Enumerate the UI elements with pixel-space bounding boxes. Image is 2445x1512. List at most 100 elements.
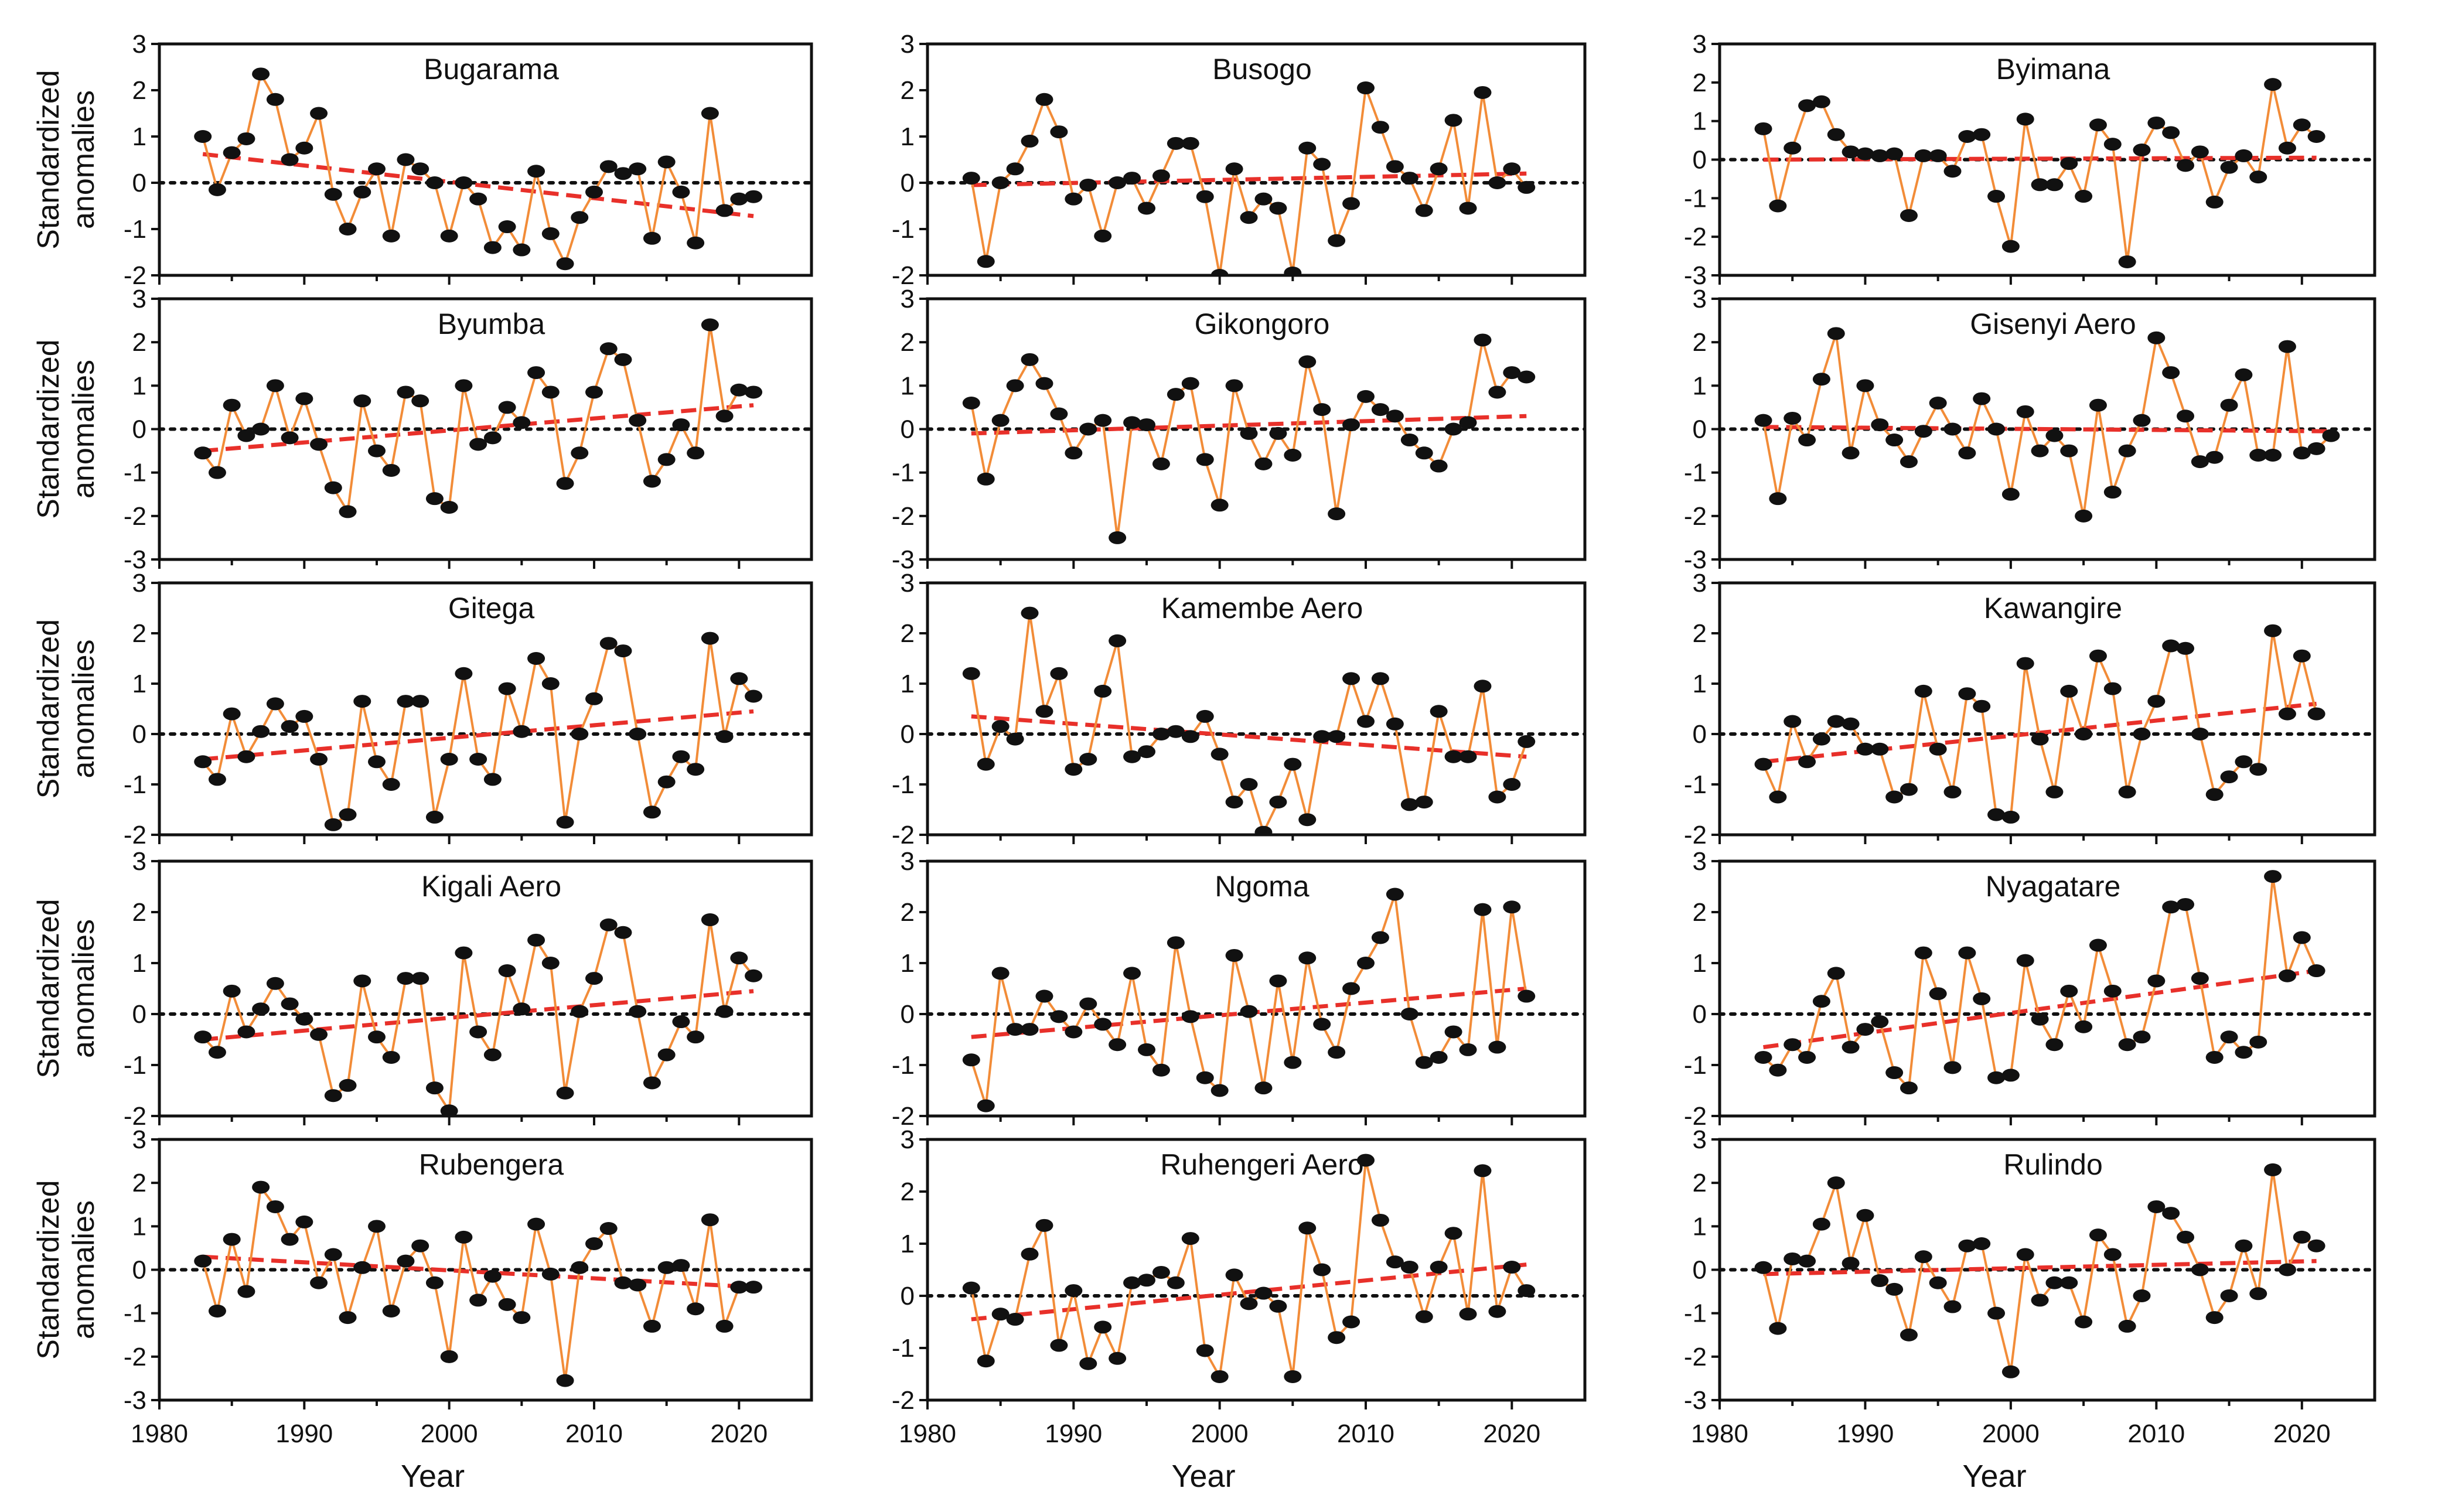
panel-4-point-1983 <box>962 397 980 409</box>
panel-1-trend-line <box>971 171 1527 187</box>
panel-5-ytick-label: 0 <box>1693 415 1707 444</box>
panel-2-ytick-label: 2 <box>1693 69 1707 97</box>
panel-9-point-2014 <box>643 1076 661 1090</box>
panel-7-point-2010 <box>1357 715 1375 728</box>
panel-5-point-1984 <box>1769 492 1787 506</box>
panel-6-point-1998 <box>411 695 429 708</box>
panel-2-point-1991 <box>1871 149 1889 162</box>
panel-10-point-2015 <box>1430 1050 1448 1064</box>
panel-3-point-2020 <box>730 383 748 397</box>
panel-12-y-axis-title-line1: Standardized <box>32 1180 66 1359</box>
panel-2-point-2021 <box>2307 130 2325 143</box>
panel-5-point-2018 <box>2264 449 2282 462</box>
panel-6-point-2013 <box>629 728 647 740</box>
panel-4-trend-line <box>971 414 1527 436</box>
panel-11-point-2014 <box>2205 1050 2224 1064</box>
panel-14-point-2012 <box>2177 1230 2195 1244</box>
panel-10-ytick-label: -1 <box>892 1051 915 1080</box>
panel-11-point-2020 <box>2293 931 2311 944</box>
panel-kamembe-aero: -2 -1 0 1 2 3 Kamembe Aero <box>892 569 1587 849</box>
panel-14-point-1992 <box>1885 1282 1904 1296</box>
panel-8-point-2017 <box>2249 763 2267 776</box>
panel-3-point-2016 <box>672 418 690 432</box>
panel-8-ytick-label: 1 <box>1693 670 1707 698</box>
panel-5-point-1997 <box>1958 446 1976 460</box>
panel-14-point-2011 <box>2162 1207 2180 1220</box>
panel-5-point-1989 <box>1842 446 1860 460</box>
panel-11-point-2012 <box>2177 897 2195 911</box>
panel-1-point-1988 <box>1035 93 1053 106</box>
panel-8-point-1988 <box>1827 715 1845 728</box>
panel-0-point-1986 <box>237 132 255 145</box>
panel-2-point-1998 <box>1973 128 1991 141</box>
panel-2-point-1985 <box>1784 141 1802 155</box>
panel-10-ytick-label: 2 <box>901 898 915 927</box>
panel-9-ytick-label: -2 <box>124 1102 146 1131</box>
panel-7-point-1987 <box>1021 606 1039 620</box>
panel-5-point-2012 <box>2177 409 2195 423</box>
panel-11-point-2008 <box>2118 1038 2136 1052</box>
panel-6-point-2006 <box>527 652 545 665</box>
panel-0-point-1995 <box>368 162 386 176</box>
panel-3-point-1995 <box>368 444 386 458</box>
panel-8-point-2021 <box>2307 707 2325 721</box>
panel-2-plot-area <box>1720 78 2375 268</box>
panel-10-point-1994 <box>1123 967 1141 980</box>
panel-14-xtick-label: 2010 <box>2127 1419 2185 1448</box>
panel-13-xtick-label: 1990 <box>1045 1419 1102 1448</box>
panel-14-point-2010 <box>2147 1200 2166 1213</box>
panel-6-point-2016 <box>672 750 690 763</box>
panel-10-point-2005 <box>1284 1056 1302 1069</box>
panel-8-point-2003 <box>2045 785 2064 798</box>
panel-10-point-2000 <box>1210 1084 1229 1097</box>
panel-8-point-1990 <box>1856 742 1874 756</box>
panel-0-point-1983 <box>194 130 212 143</box>
panel-3-point-1985 <box>223 398 241 412</box>
panel-11-point-2021 <box>2307 964 2325 978</box>
panel-6-point-1994 <box>353 695 371 708</box>
panel-4-point-2007 <box>1313 403 1331 417</box>
panel-11-point-1986 <box>1798 1050 1816 1064</box>
panel-0-point-1985 <box>223 146 241 159</box>
panel-8-point-2009 <box>2133 728 2151 740</box>
panel-10-frame <box>926 859 1587 1118</box>
panel-7-point-2014 <box>1415 796 1433 809</box>
panel-6-point-2010 <box>585 692 603 705</box>
panel-7-point-1992 <box>1094 684 1112 698</box>
panel-1-frame <box>926 42 1587 277</box>
panel-2-point-2006 <box>2089 118 2107 132</box>
panel-4-point-1998 <box>1181 377 1199 390</box>
panel-8-point-2002 <box>2031 732 2049 746</box>
panel-rulindo: -3 -2 -1 0 1 2 3 Rulindo 1980 1990 2000 2010 2020 Yea… <box>1684 1125 2376 1494</box>
panel-7-trend-line <box>971 714 1527 759</box>
panel-11-point-2013 <box>2191 972 2209 985</box>
panel-0-frame <box>158 42 813 277</box>
panel-12-trend-line <box>203 1254 754 1289</box>
panel-2-point-1983 <box>1754 122 1772 135</box>
panel-14-point-2001 <box>2016 1248 2034 1261</box>
panel-2-point-1988 <box>1827 128 1845 141</box>
panel-gitega: -2 -1 0 1 2 3 Gitega Standardized anomalies <box>32 569 813 849</box>
panel-10-ytick-label: 3 <box>901 847 915 876</box>
panel-5-point-2017 <box>2249 449 2267 462</box>
panel-11-point-1988 <box>1827 967 1845 980</box>
panel-11-point-1984 <box>1769 1063 1787 1077</box>
panel-5-point-1992 <box>1885 434 1904 447</box>
panel-10-point-2006 <box>1298 951 1317 965</box>
panel-2-series-line <box>1762 83 2317 263</box>
panel-8-point-2011 <box>2162 639 2180 653</box>
panel-3-title: Byumba <box>438 308 545 340</box>
panel-10-point-1990 <box>1065 1025 1083 1039</box>
panel-4-point-1990 <box>1065 446 1083 460</box>
panel-9-point-1999 <box>425 1081 444 1095</box>
panel-11-ytick-label: -2 <box>1684 1102 1707 1131</box>
panel-11-point-1989 <box>1842 1040 1860 1054</box>
panel-12-point-1987 <box>252 1180 270 1194</box>
panel-8-point-2008 <box>2118 785 2136 798</box>
panel-11-plot-area <box>1720 870 2375 1095</box>
panel-6-point-1999 <box>425 810 444 824</box>
panel-12-ytick-label: 3 <box>132 1125 146 1154</box>
panel-14-xtick-label: 1980 <box>1691 1419 1748 1448</box>
panel-6-point-1997 <box>397 695 415 708</box>
panel-9-point-1990 <box>295 1012 313 1026</box>
